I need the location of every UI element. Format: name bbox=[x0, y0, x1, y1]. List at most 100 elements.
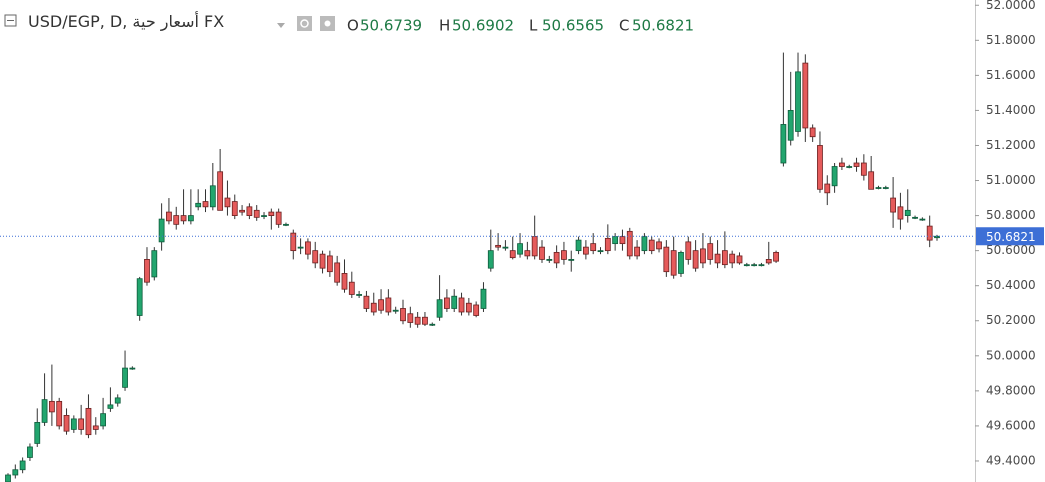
candle-body bbox=[656, 241, 662, 250]
candle-body bbox=[539, 246, 545, 260]
candle-body bbox=[824, 183, 831, 194]
candle-body bbox=[604, 237, 611, 252]
candle-body bbox=[509, 250, 516, 259]
collapse-icon[interactable] bbox=[4, 14, 17, 27]
candle-body bbox=[663, 246, 670, 273]
candle-body bbox=[846, 166, 853, 168]
y-tick-label: 50.8000 bbox=[986, 208, 1036, 222]
candle-body bbox=[356, 294, 363, 296]
y-tick-label: 52.0000 bbox=[986, 0, 1036, 12]
candle-body bbox=[414, 316, 421, 325]
candle-body bbox=[275, 211, 282, 225]
candle-body bbox=[546, 259, 553, 261]
y-tick-label: 50.0000 bbox=[986, 348, 1036, 362]
candle-body bbox=[765, 259, 772, 264]
candle-body bbox=[758, 264, 765, 267]
candle-body bbox=[195, 202, 202, 208]
settings-icon bbox=[324, 20, 331, 27]
candle-body bbox=[839, 162, 845, 167]
candle-body bbox=[773, 251, 779, 262]
candle-body bbox=[897, 206, 904, 220]
candle-body bbox=[487, 250, 494, 269]
chart-title: USD/EGP, D, أسعار حية FX bbox=[28, 11, 224, 32]
ohlc-label: H bbox=[439, 17, 450, 35]
visibility-icon bbox=[300, 19, 309, 28]
candle-body bbox=[568, 259, 575, 261]
candle-body bbox=[685, 241, 692, 260]
candle-body bbox=[12, 469, 19, 476]
candle-body bbox=[70, 418, 77, 430]
candle-body bbox=[743, 264, 750, 267]
last-price-label: 50.6821 bbox=[986, 230, 1036, 244]
ohlc-value: 50.6739 bbox=[360, 17, 422, 35]
candle-body bbox=[348, 281, 355, 295]
candle-body bbox=[19, 460, 26, 471]
candle-body bbox=[246, 206, 253, 216]
last-price-box bbox=[976, 227, 1044, 246]
candle-body bbox=[480, 288, 487, 309]
plot-area bbox=[0, 52, 975, 482]
candle-body bbox=[144, 259, 150, 283]
candle-body bbox=[63, 414, 70, 432]
candle-body bbox=[370, 302, 377, 313]
candle-body bbox=[261, 215, 267, 217]
candle-body bbox=[721, 250, 728, 266]
candle-body bbox=[268, 211, 275, 216]
candle-body bbox=[561, 250, 567, 260]
candle-body bbox=[795, 71, 801, 132]
y-tick-label: 50.6000 bbox=[986, 243, 1036, 257]
candle-body bbox=[363, 295, 370, 309]
candle-body bbox=[297, 246, 304, 249]
ohlc-label: L bbox=[529, 17, 538, 35]
candle-body bbox=[5, 474, 11, 482]
candle-body bbox=[802, 62, 809, 129]
candle-body bbox=[385, 297, 392, 313]
candle-body bbox=[729, 253, 736, 264]
candle-body bbox=[860, 162, 867, 176]
candle-body bbox=[305, 241, 311, 255]
y-tick-label: 49.4000 bbox=[986, 453, 1036, 467]
candle-body bbox=[926, 225, 933, 241]
candle-body bbox=[85, 407, 92, 436]
candle-body bbox=[912, 216, 918, 219]
candle-body bbox=[780, 124, 787, 164]
candle-body bbox=[619, 236, 626, 245]
candle-body bbox=[473, 304, 480, 316]
candle-body bbox=[166, 211, 172, 222]
candle-body bbox=[575, 239, 582, 252]
candle-body bbox=[202, 201, 209, 208]
candle-body bbox=[129, 367, 136, 370]
candle-body bbox=[209, 185, 216, 208]
candle-body bbox=[231, 201, 238, 216]
candle-body bbox=[495, 244, 502, 248]
candle-body bbox=[136, 278, 143, 316]
title-dropdown[interactable] bbox=[277, 23, 285, 28]
candle-body bbox=[378, 299, 384, 311]
candle-body bbox=[582, 246, 589, 255]
candle-body bbox=[809, 127, 816, 138]
candle-body bbox=[736, 255, 743, 264]
visibility-button[interactable] bbox=[297, 16, 312, 31]
candle-body bbox=[853, 162, 860, 167]
ohlc-header: O 50.6739 H 50.6902 L 50.6565 C 50.6821 bbox=[347, 17, 694, 35]
candle-body bbox=[641, 236, 648, 252]
candle-body bbox=[524, 250, 531, 257]
candle-body bbox=[283, 223, 289, 226]
candle-body bbox=[517, 243, 523, 255]
candle-body bbox=[590, 243, 597, 252]
ohlc-value: 50.6565 bbox=[542, 17, 604, 35]
candle-body bbox=[634, 246, 640, 257]
candle-body bbox=[78, 418, 85, 430]
candle-body bbox=[180, 215, 187, 222]
candle-body bbox=[422, 316, 428, 325]
candle-body bbox=[553, 251, 560, 264]
ohlc-label: C bbox=[619, 17, 629, 35]
ohlc-value: 50.6821 bbox=[632, 17, 694, 35]
candle-body bbox=[436, 299, 443, 318]
candle-body bbox=[92, 425, 99, 430]
y-tick-label: 51.0000 bbox=[986, 173, 1036, 187]
candle-body bbox=[443, 297, 450, 309]
candle-body bbox=[597, 250, 604, 253]
candle-body bbox=[787, 110, 794, 141]
y-tick-label: 51.2000 bbox=[986, 138, 1036, 152]
